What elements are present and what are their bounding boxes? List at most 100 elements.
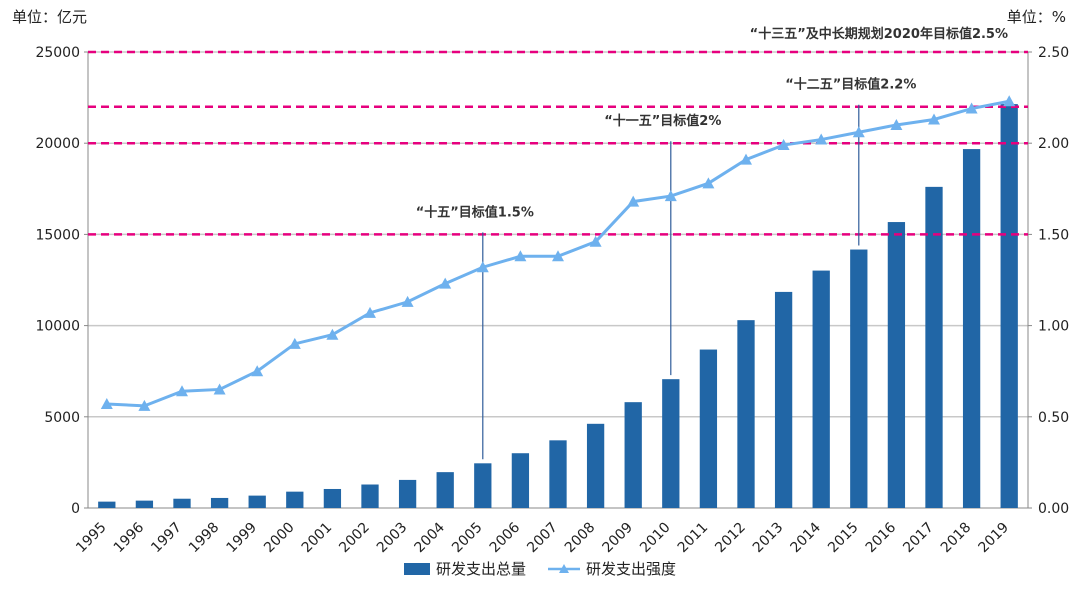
left-axis-unit: 单位：亿元 xyxy=(12,8,88,26)
x-tick-label: 2005 xyxy=(449,520,486,557)
bar xyxy=(135,500,154,508)
x-tick-label: 2012 xyxy=(712,520,749,557)
intensity-marker xyxy=(1003,95,1016,107)
target-label: “十一五”目标值2% xyxy=(604,113,721,129)
y-right-tick-label: 1.50 xyxy=(1038,227,1069,243)
intensity-marker xyxy=(627,195,640,207)
x-tick-label: 2010 xyxy=(637,520,674,557)
x-tick-label: 2007 xyxy=(524,520,561,557)
bar xyxy=(173,498,191,508)
target-label: “十五”目标值1.5% xyxy=(416,204,534,220)
y-left-tick-label: 5000 xyxy=(44,410,80,426)
intensity-marker xyxy=(138,399,151,411)
x-tick-label: 1995 xyxy=(73,520,110,557)
y-right-tick-label: 1.00 xyxy=(1038,319,1069,335)
intensity-marker xyxy=(777,139,790,151)
x-tick-label: 1996 xyxy=(111,519,148,556)
bar xyxy=(662,379,680,508)
x-tick-label: 2014 xyxy=(788,519,825,556)
bar xyxy=(737,320,755,508)
intensity-marker xyxy=(928,113,940,125)
x-tick-label: 2009 xyxy=(600,520,637,557)
y-left-tick-label: 15000 xyxy=(35,227,80,243)
bar xyxy=(436,472,454,508)
x-tick-label: 2018 xyxy=(938,520,975,557)
intensity-marker xyxy=(664,190,677,202)
x-tick-label: 2017 xyxy=(900,520,937,557)
intensity-marker xyxy=(740,153,752,165)
bar xyxy=(361,484,379,508)
right-axis-unit: 单位：% xyxy=(1006,8,1066,26)
legend-swatch-line xyxy=(548,562,580,576)
bar xyxy=(474,463,492,508)
intensity-marker xyxy=(852,126,865,138)
bar xyxy=(98,501,116,508)
bar xyxy=(699,349,718,508)
intensity-marker xyxy=(176,385,188,397)
y-right-tick-label: 0.00 xyxy=(1038,501,1069,517)
y-left-tick-label: 10000 xyxy=(35,319,80,335)
x-tick-label: 2002 xyxy=(336,520,373,557)
y-right-tick-label: 2.00 xyxy=(1038,136,1069,152)
intensity-marker xyxy=(364,306,376,318)
legend-swatch-bar xyxy=(403,562,430,575)
bar xyxy=(962,149,981,508)
x-tick-label: 2008 xyxy=(562,520,599,557)
y-left-tick-label: 20000 xyxy=(35,136,80,152)
y-left-tick-label: 0 xyxy=(71,501,80,517)
x-tick-label: 2000 xyxy=(261,520,298,557)
intensity-marker xyxy=(439,277,452,289)
intensity-marker xyxy=(213,383,226,395)
bar xyxy=(850,249,868,509)
intensity-marker xyxy=(702,177,715,189)
intensity-marker xyxy=(514,250,527,262)
intensity-marker xyxy=(401,295,414,307)
bar xyxy=(398,479,417,508)
x-tick-label: 2003 xyxy=(374,520,411,557)
y-right-tick-label: 0.50 xyxy=(1038,410,1069,426)
intensity-marker xyxy=(890,118,903,130)
x-tick-label: 1999 xyxy=(224,520,261,557)
chart-legend: 研发支出总量 研发支出强度 xyxy=(0,558,1080,579)
legend-label-line: 研发支出强度 xyxy=(586,560,677,578)
x-tick-label: 2004 xyxy=(412,519,449,556)
intensity-marker xyxy=(288,337,301,349)
legend-label-bar: 研发支出总量 xyxy=(435,560,526,578)
x-tick-label: 1997 xyxy=(148,520,185,557)
y-right-tick-label: 2.50 xyxy=(1038,45,1069,61)
intensity-marker xyxy=(326,328,339,340)
x-tick-label: 2001 xyxy=(299,520,336,557)
x-tick-label: 2011 xyxy=(675,520,712,557)
bar xyxy=(586,423,605,508)
intensity-marker xyxy=(589,235,602,247)
x-tick-label: 2019 xyxy=(976,520,1013,557)
target-label: “十二五”目标值2.2% xyxy=(785,77,916,93)
x-tick-label: 2016 xyxy=(863,519,900,556)
intensity-marker xyxy=(251,365,264,377)
x-tick-label: 2006 xyxy=(487,519,524,556)
intensity-marker xyxy=(100,398,113,410)
bar xyxy=(624,402,642,508)
intensity-marker xyxy=(476,261,489,273)
bar xyxy=(248,495,266,508)
y-left-tick-label: 25000 xyxy=(35,45,80,61)
x-tick-label: 1998 xyxy=(186,520,223,557)
legend-item-bar: 研发支出总量 xyxy=(403,558,526,579)
legend-item-line: 研发支出强度 xyxy=(548,558,676,579)
bar xyxy=(511,453,530,508)
bar xyxy=(323,488,342,508)
target-label: “十三五”及中长期规划2020年目标值2.5% xyxy=(750,26,1008,42)
intensity-marker xyxy=(965,102,978,114)
x-tick-label: 2013 xyxy=(750,520,787,557)
intensity-marker xyxy=(552,250,564,262)
intensity-marker xyxy=(815,133,828,145)
x-tick-label: 2015 xyxy=(825,520,862,557)
bar xyxy=(925,186,943,508)
bar xyxy=(812,270,830,508)
bar xyxy=(774,291,793,508)
bar xyxy=(210,497,229,508)
bar xyxy=(1000,104,1018,508)
bar xyxy=(286,491,304,508)
bar xyxy=(887,222,906,508)
